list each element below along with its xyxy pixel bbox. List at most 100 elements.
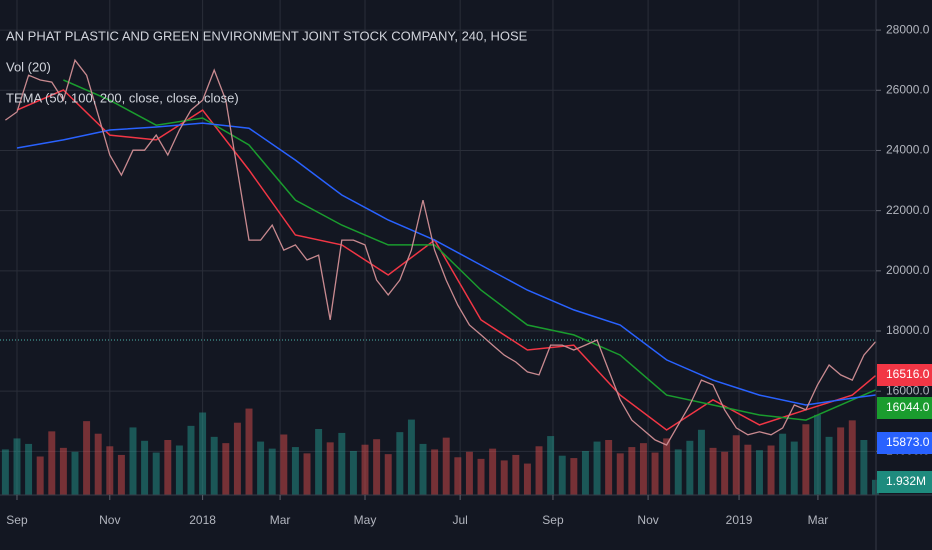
volume-bar	[59, 447, 67, 495]
volume-bar	[697, 429, 705, 495]
volume-bar	[245, 408, 253, 495]
last-value-box	[877, 432, 932, 454]
volume-bar	[373, 439, 381, 495]
volume-bar	[686, 440, 694, 495]
x-tick-label: Nov	[637, 513, 658, 527]
volume-bar	[860, 440, 868, 495]
volume-bar	[790, 441, 798, 495]
volume-bar	[813, 414, 821, 495]
last-value-label: 15873.0	[886, 435, 930, 449]
tema-line	[16, 122, 876, 406]
y-tick-label: 22000.0	[886, 203, 930, 217]
volume-bar	[83, 421, 91, 495]
volume-bar	[755, 450, 763, 495]
y-tick-label: 20000.0	[886, 263, 930, 277]
volume-bar	[36, 456, 44, 495]
chart-title: AN PHAT PLASTIC AND GREEN ENVIRONMENT JO…	[6, 28, 528, 43]
volume-bar	[535, 446, 543, 495]
y-tick-label: 26000.0	[886, 82, 930, 96]
x-tick-label: Jul	[452, 513, 467, 527]
last-value-box	[877, 364, 932, 386]
volume-bar	[616, 453, 624, 495]
volume-bar	[338, 432, 346, 495]
volume-bar	[558, 455, 566, 495]
volume-bar	[152, 452, 160, 495]
volume-bar	[315, 429, 323, 495]
volume-bar	[117, 454, 125, 495]
volume-bar	[106, 446, 114, 495]
last-value-box	[877, 471, 932, 493]
volume-bar	[779, 433, 787, 495]
tema-line	[63, 79, 876, 421]
y-tick-label: 16000.0	[886, 383, 930, 397]
volume-bar	[837, 427, 845, 495]
volume-bar	[581, 451, 589, 495]
x-tick-label: Sep	[6, 513, 28, 527]
volume-bar	[384, 454, 392, 495]
volume-bar	[291, 447, 299, 495]
volume-bar	[547, 436, 555, 495]
volume-bar	[767, 445, 775, 495]
volume-bar	[825, 436, 833, 495]
volume-bar	[639, 443, 647, 495]
x-tick-label: May	[354, 513, 377, 527]
volume-bar	[210, 436, 218, 495]
volume-bar	[570, 458, 578, 495]
volume-bar	[744, 444, 752, 495]
volume-bar	[663, 438, 671, 495]
volume-bar	[732, 435, 740, 495]
x-tick-label: Mar	[808, 513, 829, 527]
indicator-legend: TEMA (50, 100, 200, close, close, close)	[6, 90, 239, 105]
volume-bar	[129, 427, 137, 495]
x-tick-label: Sep	[542, 513, 564, 527]
volume-bar	[25, 443, 33, 495]
volume-pane	[1, 408, 879, 495]
volume-bar	[71, 451, 79, 495]
volume-bar	[175, 445, 183, 495]
volume-bar	[871, 479, 879, 495]
volume-bar	[268, 448, 276, 495]
volume-bar	[593, 441, 601, 495]
volume-bar	[848, 420, 856, 495]
price-line	[5, 58, 876, 446]
volume-bar	[465, 451, 473, 495]
volume-bar	[280, 434, 288, 495]
volume-bar	[489, 448, 497, 495]
axes: 14000.016000.018000.020000.022000.024000…	[6, 22, 932, 527]
volume-bar	[48, 431, 56, 495]
volume-bar	[407, 419, 415, 495]
volume-bar	[523, 463, 531, 495]
x-tick-label: Mar	[270, 513, 291, 527]
volume-bar	[257, 441, 265, 495]
volume-bar	[477, 458, 485, 495]
volume-bar	[326, 442, 334, 495]
last-value-label: 16516.0	[886, 367, 930, 381]
volume-bar	[396, 432, 404, 495]
volume-bar	[431, 449, 439, 495]
y-tick-label: 28000.0	[886, 22, 930, 36]
volume-bar	[13, 438, 21, 495]
volume-bar	[651, 452, 659, 495]
x-tick-label: 2019	[726, 513, 753, 527]
volume-bar	[605, 440, 613, 495]
volume-bar	[1, 449, 9, 495]
volume-bar	[674, 449, 682, 495]
volume-bar	[141, 440, 149, 495]
volume-bar	[233, 422, 241, 495]
y-tick-label: 18000.0	[886, 323, 930, 337]
last-value-box	[877, 397, 932, 419]
price-pane	[0, 58, 876, 446]
volume-legend: Vol (20)	[6, 59, 51, 74]
y-tick-label: 24000.0	[886, 143, 930, 157]
volume-bar	[512, 454, 520, 495]
volume-bar	[442, 437, 450, 495]
volume-bar	[709, 447, 717, 495]
volume-bar	[349, 451, 357, 495]
volume-bar	[199, 412, 207, 495]
x-tick-label: Nov	[99, 513, 120, 527]
last-value-label: 1.932M	[886, 474, 926, 488]
volume-bar	[628, 447, 636, 495]
volume-bar	[164, 440, 172, 495]
grid	[0, 0, 875, 495]
